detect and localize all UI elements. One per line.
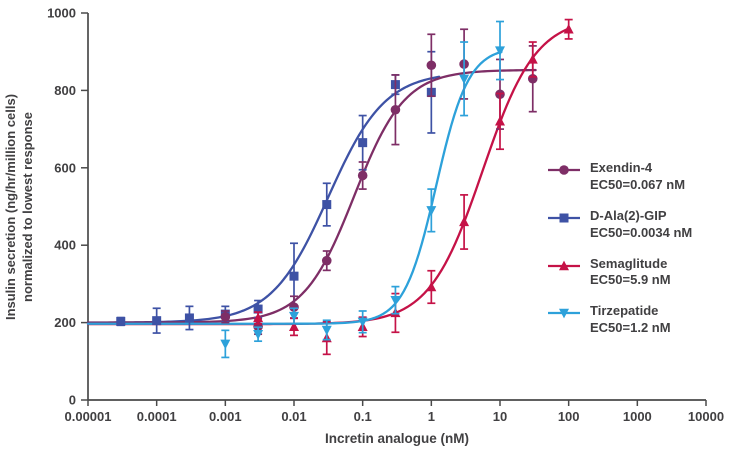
data-point-square bbox=[184, 313, 194, 323]
legend-item-tirzepatide: Tirzepatide EC50=1.2 nM bbox=[547, 303, 692, 337]
y-axis-label-line2: normalized to lowest response bbox=[19, 112, 35, 302]
legend: Exendin-4 EC50=0.067 nM D-Ala(2)-GIP EC5… bbox=[547, 160, 692, 351]
legend-item-exendin-4: Exendin-4 EC50=0.067 nM bbox=[547, 160, 692, 194]
data-point-circle bbox=[426, 60, 437, 71]
data-point-triangle-down bbox=[253, 330, 264, 340]
data-point-circle bbox=[390, 104, 401, 115]
x-tick-label: 1 bbox=[428, 409, 435, 424]
y-tick-label: 800 bbox=[54, 83, 76, 98]
legend-marker-triangle-down-icon bbox=[548, 309, 580, 319]
legend-marker-square-icon bbox=[548, 213, 580, 223]
x-axis-label: Incretin analogue (nM) bbox=[324, 431, 469, 446]
data-point-triangle-up bbox=[289, 321, 299, 332]
series-name: Tirzepatide bbox=[590, 303, 659, 319]
legend-text: D-Ala(2)-GIP EC50=0.0034 nM bbox=[590, 208, 692, 242]
data-point-triangle-down bbox=[321, 325, 332, 336]
data-point-square bbox=[152, 316, 162, 326]
y-axis-label: Insulin secretion (ng/hr/million cells) … bbox=[3, 27, 41, 387]
legend-text: Semaglitude EC50=5.9 nM bbox=[590, 256, 671, 290]
data-point-circle bbox=[220, 311, 231, 322]
series-ec50: EC50=0.0034 nM bbox=[590, 224, 693, 240]
data-point-triangle-down bbox=[495, 46, 505, 56]
x-tick-label: 0.001 bbox=[209, 409, 242, 424]
fit-curve-d-ala-2-gip bbox=[86, 75, 441, 324]
legend-item-semaglitude: Semaglitude EC50=5.9 nM bbox=[547, 256, 692, 290]
x-tick-label: 10000 bbox=[688, 409, 724, 424]
data-point-square bbox=[322, 200, 332, 210]
legend-item-d-ala2-gip: D-Ala(2)-GIP EC50=0.0034 nM bbox=[547, 208, 692, 242]
series-name: Semaglitude bbox=[590, 255, 668, 271]
x-tick-label: 0.00001 bbox=[65, 409, 112, 424]
data-point-triangle-up bbox=[527, 54, 538, 64]
data-point-circle bbox=[321, 255, 332, 266]
series-name: D-Ala(2)-GIP bbox=[590, 207, 667, 223]
legend-text: Tirzepatide EC50=1.2 nM bbox=[590, 303, 671, 337]
data-point-triangle-down bbox=[390, 295, 401, 306]
data-point-square bbox=[358, 138, 368, 148]
data-point-triangle-up bbox=[426, 281, 437, 292]
y-tick-label: 1000 bbox=[47, 6, 76, 21]
x-tick-label: 0.01 bbox=[281, 409, 306, 424]
y-tick-label: 400 bbox=[54, 238, 76, 253]
x-tick-label: 0.1 bbox=[354, 409, 372, 424]
legend-triangle-down-glyph bbox=[559, 309, 569, 319]
series-ec50: EC50=1.2 nM bbox=[590, 320, 671, 336]
data-point-circle bbox=[289, 302, 299, 312]
data-point-triangle-up bbox=[563, 23, 574, 34]
legend-marker-triangle-up-icon bbox=[548, 260, 580, 270]
y-tick-label: 0 bbox=[69, 393, 76, 408]
legend-circle-glyph bbox=[559, 165, 569, 175]
data-point-triangle-up bbox=[459, 216, 470, 227]
data-point-square bbox=[253, 304, 263, 314]
legend-triangle-up-glyph bbox=[559, 260, 569, 270]
fit-curve-exendin-4 bbox=[86, 68, 537, 324]
data-point-square bbox=[116, 316, 126, 326]
series-name: Exendin-4 bbox=[590, 160, 653, 175]
legend-square-glyph bbox=[559, 213, 569, 223]
series-ec50: EC50=5.9 nM bbox=[590, 272, 671, 288]
x-tick-label: 100 bbox=[558, 409, 580, 424]
y-axis-label-line1: Insulin secretion (ng/hr/million cells) bbox=[3, 93, 18, 321]
legend-marker-circle-icon bbox=[548, 165, 580, 175]
x-tick-label: 10 bbox=[493, 409, 507, 424]
data-point-circle bbox=[357, 170, 368, 181]
y-tick-label: 600 bbox=[54, 160, 76, 175]
data-point-triangle-down bbox=[426, 206, 437, 216]
data-point-triangle-down bbox=[220, 339, 231, 350]
x-tick-label: 1000 bbox=[623, 409, 652, 424]
x-tick-label: 0.0001 bbox=[137, 409, 177, 424]
data-point-square bbox=[289, 271, 299, 281]
data-point-triangle-down bbox=[357, 317, 368, 328]
data-point-triangle-down bbox=[459, 74, 470, 85]
data-point-triangle-down bbox=[289, 311, 299, 322]
data-point-triangle-up bbox=[253, 312, 264, 323]
legend-text: Exendin-4 EC50=0.067 nM bbox=[590, 160, 685, 194]
fit-curve-semaglitude bbox=[86, 27, 570, 326]
y-tick-label: 200 bbox=[54, 315, 76, 330]
data-point-triangle-up bbox=[495, 115, 505, 126]
series-ec50: EC50=0.067 nM bbox=[590, 176, 686, 192]
